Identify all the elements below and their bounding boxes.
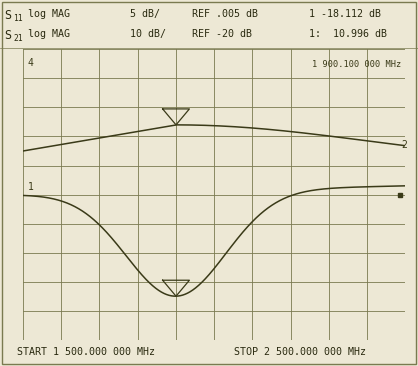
Text: 10 dB/: 10 dB/ bbox=[130, 29, 166, 39]
Text: 21: 21 bbox=[13, 34, 23, 42]
Text: 1 900.100 000 MHz: 1 900.100 000 MHz bbox=[312, 60, 401, 68]
Text: REF .005 dB: REF .005 dB bbox=[192, 9, 258, 19]
Text: log MAG: log MAG bbox=[28, 29, 70, 39]
Text: S: S bbox=[4, 9, 11, 22]
Text: 1: 1 bbox=[28, 182, 33, 192]
Text: 1 -18.112 dB: 1 -18.112 dB bbox=[309, 9, 381, 19]
Text: STOP 2 500.000 000 MHz: STOP 2 500.000 000 MHz bbox=[234, 347, 366, 356]
Text: 2: 2 bbox=[402, 140, 408, 150]
Text: S: S bbox=[4, 29, 11, 42]
Text: log MAG: log MAG bbox=[28, 9, 70, 19]
Text: START 1 500.000 000 MHz: START 1 500.000 000 MHz bbox=[17, 347, 155, 356]
Text: 11: 11 bbox=[13, 14, 23, 23]
Text: 4: 4 bbox=[28, 57, 33, 68]
Text: 5 dB/: 5 dB/ bbox=[130, 9, 160, 19]
Text: REF -20 dB: REF -20 dB bbox=[192, 29, 252, 39]
Text: 1:  10.996 dB: 1: 10.996 dB bbox=[309, 29, 387, 39]
